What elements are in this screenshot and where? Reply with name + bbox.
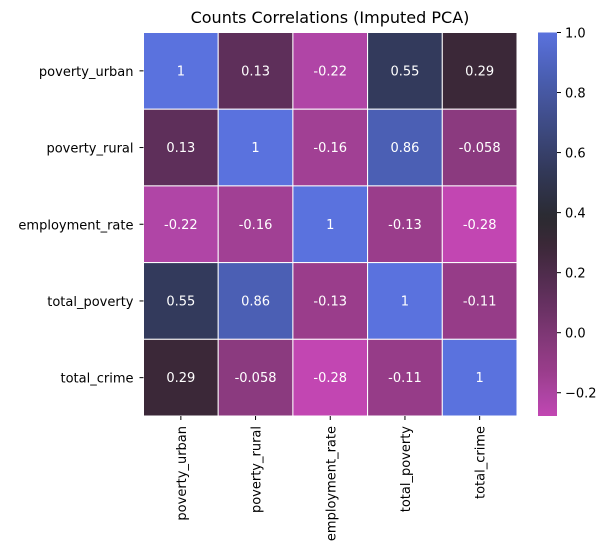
cell-annotation: 0.13 [166, 141, 195, 156]
cell-annotation: 0.13 [241, 64, 270, 79]
y-tick-label: poverty_rural [46, 142, 133, 157]
cell-annotation: -0.28 [313, 371, 347, 386]
cell-annotation: -0.22 [313, 64, 347, 79]
heatmap-cell [441, 262, 518, 340]
colorbar-tick-label: 0.0 [565, 327, 586, 342]
cell-annotation: -0.11 [463, 294, 497, 309]
cell-annotation: 1 [251, 141, 259, 156]
y-tick-label: total_crime [61, 372, 134, 387]
heatmap-cell [441, 108, 518, 187]
cell-annotation: -0.13 [313, 294, 347, 309]
colorbar-tick-label: 0.2 [565, 267, 586, 282]
heatmap-cell [143, 108, 219, 187]
heatmap-cell [292, 185, 369, 264]
chart-title: Counts Correlations (Imputed PCA) [191, 8, 470, 27]
cell-annotations: 1 0.13 -0.22 0.55 0.29 0.13 1 -0.16 0.86 -0.058 -0… [164, 64, 501, 386]
cell-annotation: 0.29 [166, 371, 195, 386]
cell-annotation: -0.16 [313, 141, 347, 156]
heatmap-cell [143, 338, 219, 417]
cell-annotation: -0.28 [463, 218, 497, 233]
cell-annotation: -0.058 [235, 371, 277, 386]
cell-annotation: 0.55 [390, 64, 419, 79]
heatmap-cell [367, 185, 443, 264]
cell-annotation: 0.55 [166, 294, 195, 309]
x-tick-label: total_crime [474, 426, 489, 499]
cell-annotation: 1 [476, 371, 484, 386]
colorbar-tick-label: 0.8 [565, 87, 586, 102]
cell-annotation: -0.13 [388, 218, 422, 233]
heatmap-cell [292, 338, 369, 417]
colorbar-tick-label: −0.2 [565, 387, 597, 402]
heatmap-cell [367, 32, 443, 110]
heatmap-cell [367, 262, 443, 340]
heatmap-cell [292, 262, 369, 340]
x-tick-label: poverty_rural [250, 426, 265, 513]
heatmap-cells [141, 30, 519, 418]
cell-annotation: 1 [326, 218, 334, 233]
x-axis: poverty_urban poverty_rural employment_rat… [175, 416, 489, 541]
heatmap-cell [217, 32, 294, 110]
colorbar: 1.0 0.8 0.6 0.4 0.2 0.0 −0.2 [538, 27, 597, 416]
cell-annotation: 0.86 [241, 294, 270, 309]
colorbar-tick-label: 0.6 [565, 147, 586, 162]
x-tick-label: employment_rate [324, 426, 339, 541]
cell-annotation: -0.16 [239, 218, 273, 233]
cell-annotation: -0.22 [164, 218, 198, 233]
cell-annotation: 0.86 [390, 141, 419, 156]
y-tick-label: total_poverty [47, 295, 134, 310]
heatmap-cell [217, 338, 294, 417]
heatmap-cell [217, 262, 294, 340]
heatmap-cell [143, 32, 219, 110]
heatmap-cell [441, 185, 518, 264]
y-tick-label: employment_rate [18, 218, 133, 233]
heatmap-cell [292, 108, 369, 187]
heatmap-cell [292, 32, 369, 110]
x-tick-label: poverty_urban [175, 426, 190, 521]
heatmap-cell [441, 32, 518, 110]
cell-annotation: 0.29 [465, 64, 494, 79]
cell-annotation: -0.058 [459, 141, 501, 156]
colorbar-gradient [538, 32, 557, 416]
cell-annotation: 1 [177, 64, 185, 79]
x-tick-label: total_poverty [399, 426, 414, 513]
y-axis: poverty_urban poverty_rural employment_rat… [18, 65, 144, 387]
heatmap-cell [217, 185, 294, 264]
colorbar-tick-label: 0.4 [565, 207, 586, 222]
cell-annotation: 1 [401, 294, 409, 309]
y-tick-label: poverty_urban [39, 65, 134, 80]
heatmap-cell [441, 338, 518, 417]
colorbar-tick-label: 1.0 [565, 27, 586, 42]
cell-annotation: -0.11 [388, 371, 422, 386]
